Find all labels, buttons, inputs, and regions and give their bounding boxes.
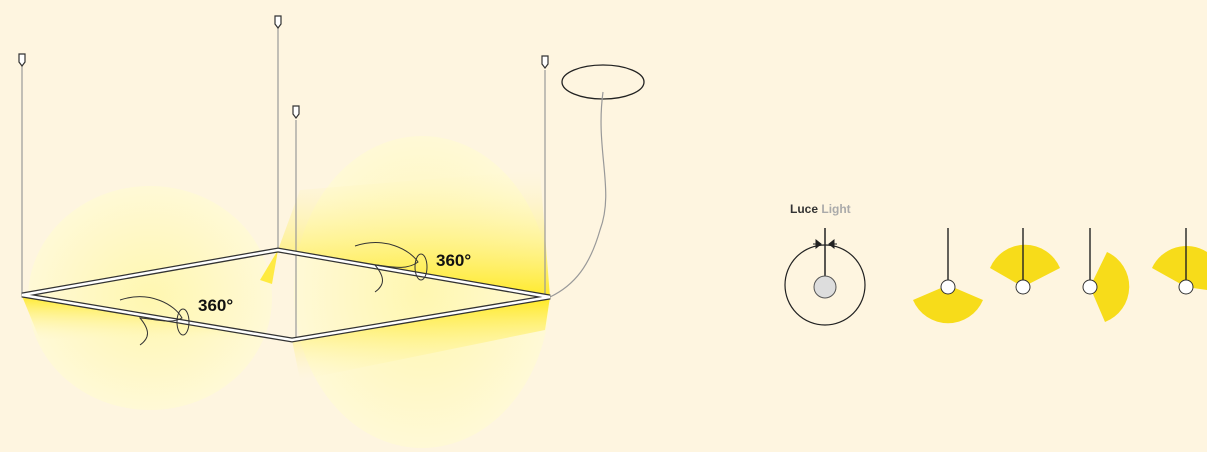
light-beam <box>292 297 550 380</box>
hand-icon <box>119 242 428 346</box>
rotation-label: 360° <box>198 296 233 315</box>
power-cord <box>549 91 607 298</box>
wires <box>21 28 546 340</box>
light-head <box>813 275 837 299</box>
arrows <box>813 238 837 250</box>
light-beam <box>278 170 550 297</box>
canopy <box>561 64 645 100</box>
light-beam <box>260 250 278 284</box>
legend-light: Light <box>821 202 850 216</box>
ceiling-anchors <box>18 15 549 119</box>
legend-luce: Luce <box>790 202 818 216</box>
rotation-label: 360° <box>436 251 471 270</box>
legend-text: Luce Light <box>790 202 851 216</box>
orientation-icons <box>913 228 1207 324</box>
frame-inner <box>21 248 551 342</box>
